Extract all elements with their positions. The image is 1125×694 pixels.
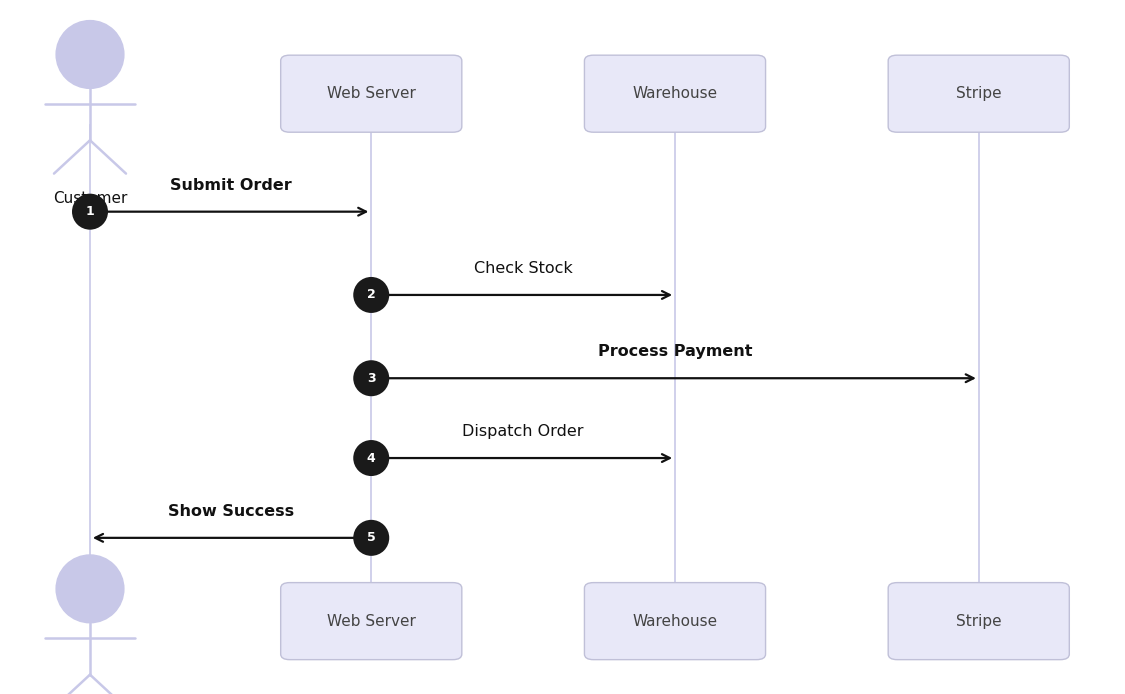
Text: Web Server: Web Server — [327, 613, 416, 629]
FancyBboxPatch shape — [889, 583, 1069, 659]
Text: 2: 2 — [367, 289, 376, 301]
Ellipse shape — [353, 360, 389, 396]
Text: Check Stock: Check Stock — [474, 261, 573, 276]
Text: Stripe: Stripe — [956, 613, 1001, 629]
Ellipse shape — [353, 440, 389, 476]
Text: 5: 5 — [367, 532, 376, 544]
Text: 3: 3 — [367, 372, 376, 384]
FancyBboxPatch shape — [585, 56, 765, 132]
Text: Show Success: Show Success — [168, 504, 294, 519]
Text: 4: 4 — [367, 452, 376, 464]
Text: Submit Order: Submit Order — [170, 178, 291, 193]
Text: 1: 1 — [86, 205, 94, 218]
Text: Process Payment: Process Payment — [597, 344, 753, 359]
Text: Stripe: Stripe — [956, 86, 1001, 101]
Text: Warehouse: Warehouse — [632, 613, 718, 629]
Ellipse shape — [353, 277, 389, 313]
Ellipse shape — [72, 194, 108, 230]
Text: Dispatch Order: Dispatch Order — [462, 424, 584, 439]
Text: Warehouse: Warehouse — [632, 86, 718, 101]
FancyBboxPatch shape — [281, 56, 462, 132]
Text: Customer: Customer — [53, 191, 127, 206]
Ellipse shape — [56, 555, 124, 623]
FancyBboxPatch shape — [281, 583, 462, 659]
FancyBboxPatch shape — [585, 583, 765, 659]
Ellipse shape — [353, 520, 389, 556]
Ellipse shape — [56, 21, 124, 88]
Text: Web Server: Web Server — [327, 86, 416, 101]
FancyBboxPatch shape — [889, 56, 1069, 132]
